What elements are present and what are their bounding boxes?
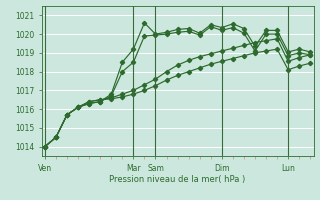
X-axis label: Pression niveau de la mer( hPa ): Pression niveau de la mer( hPa ) — [109, 175, 246, 184]
